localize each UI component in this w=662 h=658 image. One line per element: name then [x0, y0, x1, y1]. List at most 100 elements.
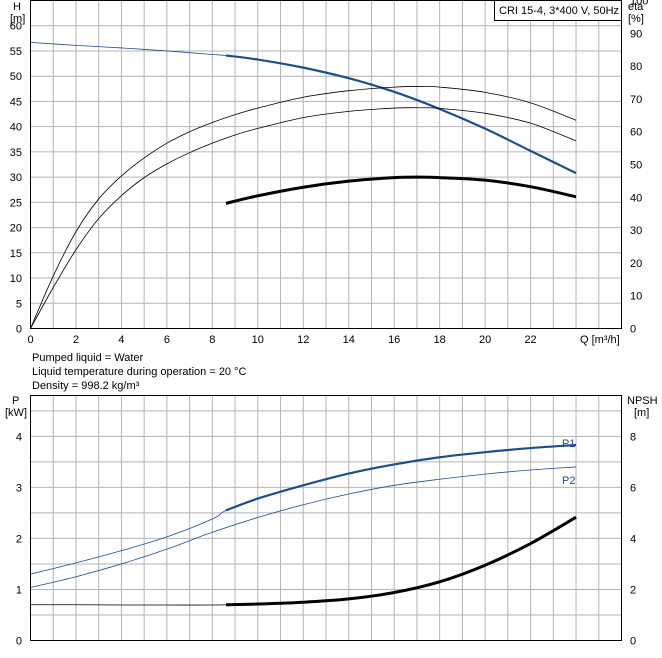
- y2-tick-label: 20: [630, 258, 642, 270]
- head-eta-series-0-point: [121, 47, 122, 48]
- y2-tick-label: 90: [630, 28, 642, 40]
- power-npsh-series-1-point: [303, 504, 304, 505]
- head-eta-series-1-point: [303, 97, 304, 98]
- power-npsh-series-1-point: [394, 485, 395, 486]
- y-tick-label: 35: [10, 147, 22, 159]
- y2-tick-label: 80: [630, 61, 642, 73]
- head-eta-series-0-point: [75, 45, 76, 46]
- y-tick-label: 55: [10, 46, 22, 58]
- power-npsh-series-1-point: [439, 479, 440, 480]
- y2-tick-label: 70: [630, 94, 642, 106]
- head-eta-series-1-point: [439, 86, 440, 87]
- head-eta-series-1-point: [189, 131, 190, 132]
- power-npsh-series-0-point: [75, 562, 76, 563]
- liquid-info-line-1: Pumped liquid = Water: [32, 352, 144, 364]
- x-tick-label: 14: [343, 334, 355, 346]
- y-axis-power-label: P: [12, 395, 19, 407]
- x-tick-label: 10: [252, 334, 264, 346]
- liquid-info-line-2: Liquid temperature during operation = 20…: [32, 366, 247, 378]
- y-tick-label: 15: [10, 248, 22, 260]
- head-eta-series-0-point: [166, 50, 167, 51]
- head-eta-series-2-point: [98, 218, 99, 219]
- head-eta-series-0-point: [394, 91, 395, 92]
- head-eta-series-0-point: [257, 59, 258, 60]
- head-eta-series-2-point: [421, 107, 422, 108]
- head-eta-series-0-point: [575, 172, 576, 173]
- x-tick-label: 8: [209, 334, 215, 346]
- y2-tick-label: 100: [630, 0, 648, 8]
- head-eta-series-1-point: [257, 107, 258, 108]
- power-npsh-series-0-operating-range: [225, 443, 577, 512]
- npsh-tick-label: 0: [630, 636, 636, 648]
- power-npsh-series-0-point: [303, 485, 304, 486]
- head-eta-series-0-point: [485, 128, 486, 129]
- head-eta-series-2-point: [121, 195, 122, 196]
- power-npsh-series-2-point: [303, 602, 304, 603]
- y2-axis-npsh-unit: [m]: [634, 407, 649, 419]
- head-eta-series-2-point: [189, 152, 190, 153]
- power-npsh-series-1-line: [30, 466, 577, 588]
- chart-title: CRI 15-4, 3*400 V, 50Hz: [499, 5, 619, 17]
- head-eta-series-1-point: [234, 114, 235, 115]
- head-eta-series-3-point: [303, 187, 304, 188]
- npsh-tick-label: 6: [630, 482, 636, 494]
- y-tick-label: 20: [10, 223, 22, 235]
- p2-series-label: P2: [562, 475, 575, 487]
- head-eta-series-3-operating-range: [225, 175, 577, 205]
- power-npsh-series-0-point: [485, 452, 486, 453]
- power-npsh-series-0-point: [121, 550, 122, 551]
- power-npsh-series-1-point: [212, 532, 213, 533]
- y-tick-label: 25: [10, 197, 22, 209]
- top-grid: [30, 0, 622, 329]
- head-eta-series-3-point: [225, 203, 226, 204]
- power-npsh-series-2-point: [212, 604, 213, 605]
- head-eta-series-0-point: [303, 67, 304, 68]
- head-eta-series-2-point: [439, 108, 440, 109]
- head-eta-series-3-point: [421, 177, 422, 178]
- power-npsh-series-2-point: [530, 543, 531, 544]
- y-tick-label: 0: [16, 324, 22, 336]
- head-eta-series-2-point: [485, 113, 486, 114]
- head-eta-series-3-point: [530, 186, 531, 187]
- power-tick-label: 4: [16, 431, 22, 443]
- head-eta-series-1-point: [98, 198, 99, 199]
- head-eta-series-2-line: [30, 107, 577, 329]
- y-axis-power-unit: [kW]: [5, 407, 27, 419]
- head-eta-series-3-point: [575, 196, 576, 197]
- p1-series-label: P1: [562, 438, 575, 450]
- head-eta-series-1-point: [421, 86, 422, 87]
- power-npsh-series-2-point: [575, 517, 576, 518]
- head-eta-series-1-line: [30, 85, 577, 329]
- power-npsh-series-1-point: [121, 563, 122, 564]
- y2-tick-label: 50: [630, 160, 642, 172]
- y2-tick-label: 60: [630, 127, 642, 139]
- y2-axis-eta-unit: [%]: [628, 13, 644, 25]
- axis-ticks: 0 2 4 6 8 10 12 14 16 18 20 22051015202530354045505…: [10, 0, 649, 648]
- power-npsh-series-1-point: [485, 474, 486, 475]
- y2-tick-label: 10: [630, 291, 642, 303]
- power-npsh-series-1-point: [575, 466, 576, 467]
- y2-tick-label: 0: [630, 324, 636, 336]
- power-npsh-series-2-point: [348, 598, 349, 599]
- power-npsh-series-2-point: [394, 592, 395, 593]
- head-eta-series-1-point: [530, 102, 531, 103]
- x-tick-label: 18: [434, 334, 446, 346]
- head-eta-series-2-point: [303, 117, 304, 118]
- head-eta-series-2-point: [166, 163, 167, 164]
- y2-tick-label: 40: [630, 192, 642, 204]
- x-tick-label: 22: [524, 334, 536, 346]
- head-eta-series-1-point: [212, 122, 213, 123]
- head-eta-series-0-point: [530, 150, 531, 151]
- power-npsh-series-0-point: [439, 457, 440, 458]
- power-npsh-series-2-point: [166, 604, 167, 605]
- head-eta-series-2-point: [212, 143, 213, 144]
- power-npsh-series-0-point: [225, 510, 226, 511]
- y-tick-label: 5: [16, 298, 22, 310]
- head-eta-series-0-operating-range: [225, 54, 577, 175]
- head-eta-series-0-point: [348, 78, 349, 79]
- title-box: [494, 0, 622, 21]
- y-tick-label: 50: [10, 71, 22, 83]
- bottom-grid: [30, 395, 622, 641]
- power-npsh-series-2-point: [257, 603, 258, 604]
